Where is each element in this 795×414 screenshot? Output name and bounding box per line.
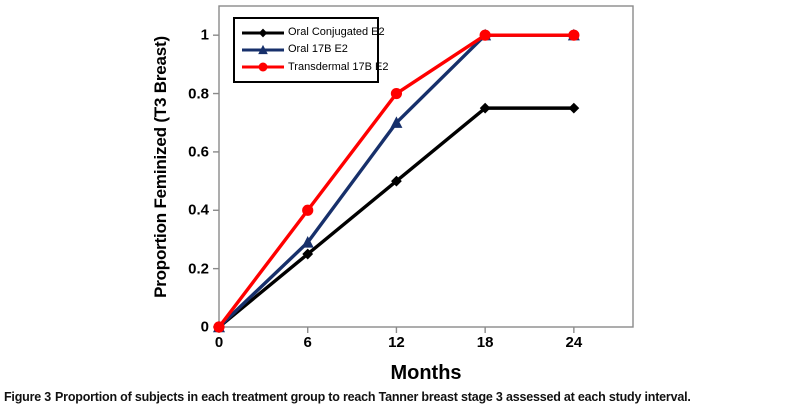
y-tick-label: 0.2 — [188, 260, 209, 278]
data-point-circle — [258, 62, 268, 72]
legend-circle-marker-icon — [242, 62, 284, 72]
legend-item: Oral Conjugated E2 — [241, 24, 385, 41]
y-tick-label: 0 — [200, 318, 209, 336]
legend: Oral Conjugated E2 Oral 17B E2 Transdermal… — [233, 17, 388, 83]
figure-caption-label: Figure 3 — [4, 390, 52, 404]
y-tick-label: 0.6 — [188, 143, 209, 161]
legend-item-label: Transdermal 17B E2 — [288, 60, 389, 73]
data-point-diamond — [568, 102, 580, 114]
figure-caption-text: Proportion of subjects in each treatment… — [55, 390, 691, 404]
x-axis-label: Months — [390, 362, 462, 384]
y-tick-label: 0.4 — [188, 201, 209, 219]
y-tick-label: 1 — [200, 26, 209, 44]
series-line — [217, 106, 574, 329]
legend-item-label: Oral Conjugated E2 — [288, 26, 385, 39]
data-point-circle — [568, 29, 580, 41]
data-point-diamond — [302, 248, 314, 260]
x-tick-label: 18 — [476, 334, 494, 351]
x-tick-label: 12 — [388, 334, 405, 351]
data-point-triangle — [258, 44, 268, 55]
legend-item: Transdermal 17B E2 — [241, 59, 388, 76]
y-axis-label: Proportion Feminized (T3 Breast) — [151, 36, 170, 298]
y-tick-label: 0.8 — [188, 85, 209, 103]
data-point-triangle — [390, 116, 403, 128]
data-point-circle — [213, 321, 225, 333]
data-point-diamond — [258, 28, 268, 37]
x-tick-label: 0 — [214, 334, 224, 351]
data-point-circle — [302, 204, 314, 216]
legend-diamond-marker-icon — [242, 28, 284, 37]
x-tick-label: 24 — [565, 334, 583, 351]
data-point-triangle — [301, 235, 314, 248]
legend-triangle-marker-icon — [242, 44, 284, 55]
x-tick-label: 6 — [303, 334, 312, 351]
data-point-circle — [479, 29, 491, 41]
legend-item-label: Oral 17B E2 — [288, 43, 348, 56]
plot-frame — [218, 5, 634, 328]
legend-item: Oral 17B E2 — [241, 41, 371, 58]
data-point-diamond — [391, 175, 402, 187]
data-point-diamond — [479, 102, 491, 114]
figure-caption: Figure 3 Proportion of subjects in each t… — [4, 389, 792, 405]
data-point-circle — [390, 87, 403, 100]
